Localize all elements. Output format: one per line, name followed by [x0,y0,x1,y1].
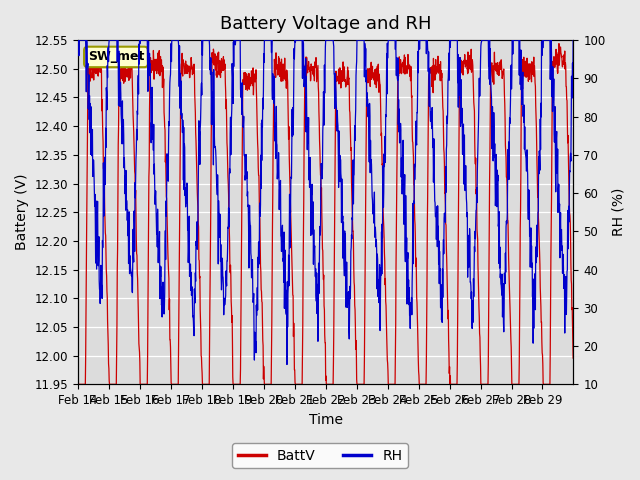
X-axis label: Time: Time [308,413,342,427]
Y-axis label: Battery (V): Battery (V) [15,174,29,251]
Legend: BattV, RH: BattV, RH [232,443,408,468]
Title: Battery Voltage and RH: Battery Voltage and RH [220,15,431,33]
Y-axis label: RH (%): RH (%) [611,188,625,237]
Text: SW_met: SW_met [88,50,144,63]
